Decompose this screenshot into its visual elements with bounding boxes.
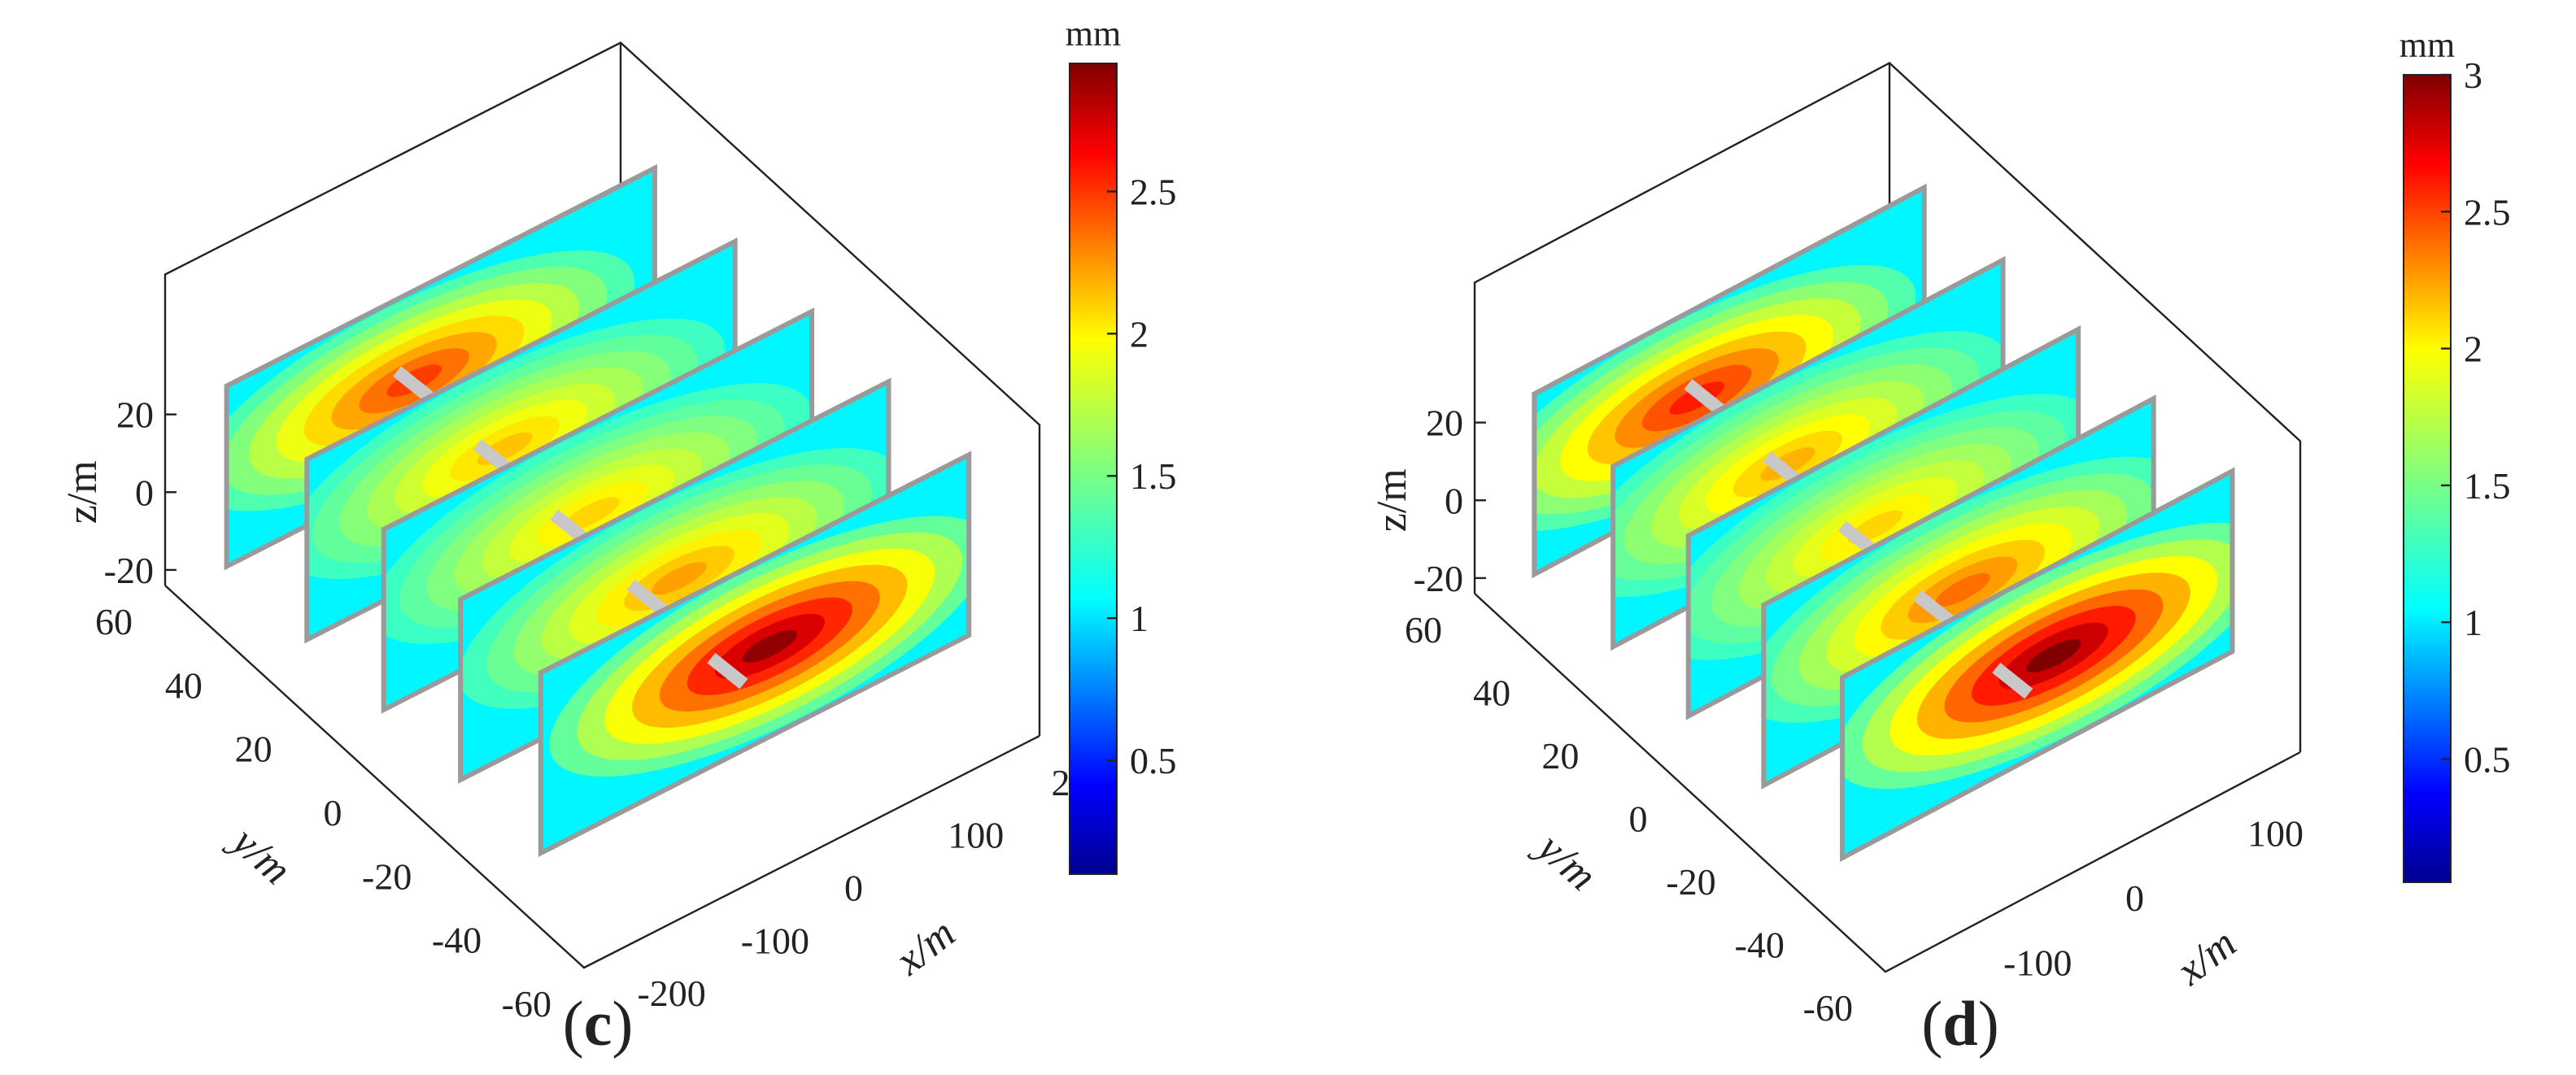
colorbar-tick-label: 2 <box>1130 313 1149 355</box>
z-tick-label: -20 <box>1414 558 1463 599</box>
panel-c: -20020z/m-60-40-200204060y/m-200-1000100… <box>59 14 1177 1059</box>
z-tick-label: 0 <box>1445 480 1463 521</box>
cable-marker <box>393 366 434 403</box>
z-tick-label: -20 <box>104 550 154 591</box>
colorbar-tick-label: 0.5 <box>2464 739 2511 781</box>
box-front-edges <box>164 585 1040 969</box>
colorbar-gradient <box>2403 74 2452 883</box>
panel-caption: (d) <box>1921 988 1998 1059</box>
colorbar-unit: mm <box>2399 25 2455 65</box>
x-axis-label: x/m <box>887 910 964 985</box>
slices <box>1532 183 2235 862</box>
slice-4 <box>538 450 972 857</box>
x-tick-label: 100 <box>2247 813 2304 855</box>
y-tick-label: -60 <box>1803 987 1853 1029</box>
x-tick-label: -100 <box>741 920 809 961</box>
y-tick-label: -40 <box>1735 925 1785 966</box>
z-axis: -20 0 20z/m <box>59 394 177 591</box>
colorbar-gradient <box>1069 63 1118 875</box>
y-axis-label: y/m <box>220 816 300 894</box>
y-tick-label: -20 <box>1666 861 1715 903</box>
y-tick-label: 60 <box>95 601 133 642</box>
slice-contours <box>1688 394 2079 660</box>
slice-edge <box>538 450 972 857</box>
contour-ring <box>2026 639 2081 672</box>
colorbar-tick-label: 2.5 <box>1130 171 1177 212</box>
slices <box>224 163 972 857</box>
y-tick-label: -60 <box>502 983 551 1025</box>
x-tick-label: 0 <box>2125 877 2144 919</box>
contour-ring <box>1760 447 1815 481</box>
y-tick-label: -40 <box>432 920 482 961</box>
colorbar-tick-label: 1 <box>1130 598 1149 639</box>
x-tick-label: -100 <box>2003 942 2072 983</box>
x-axis: -100 0 100 x/m <box>2003 813 2304 995</box>
colorbar-unit: mm <box>1066 14 1121 54</box>
panel-caption: (c) <box>563 988 634 1059</box>
x-tick-label: -200 <box>637 973 705 1014</box>
colorbar-tick-label: 0.5 <box>1130 740 1177 781</box>
colorbar-tick-label: 1 <box>2464 602 2482 643</box>
z-tick-label: 0 <box>135 472 154 513</box>
contour-ring <box>564 497 620 530</box>
z-axis-label: z/m <box>1369 468 1415 532</box>
y-tick-label: 60 <box>1405 609 1442 651</box>
y-tick-label: 20 <box>235 729 272 770</box>
box-front-edges <box>1474 593 2301 973</box>
contour-ring <box>742 629 798 663</box>
colorbar: 0.5 1 1.5 2 2.5 3mm <box>2399 25 2511 883</box>
slice-edge <box>1840 467 2235 862</box>
colorbar-tick-label: 2.5 <box>2464 191 2511 233</box>
y-tick-label: 40 <box>1473 672 1510 714</box>
y-tick-label: 0 <box>1629 799 1648 840</box>
slice-4 <box>1840 467 2235 862</box>
cable-marker <box>1992 662 2033 699</box>
y-tick-label: -20 <box>362 855 412 897</box>
slice-contours <box>460 447 889 709</box>
colorbar: 0.5 1 1.5 2 2.5 mm <box>1066 14 1177 875</box>
z-tick-label: 20 <box>116 394 154 436</box>
x-axis: -200-1000100200x/m <box>637 762 1107 1014</box>
slice-contours <box>1842 522 2233 790</box>
slice-contours <box>549 516 970 777</box>
slice-contours <box>1613 331 2003 598</box>
y-axis-label: y/m <box>1526 822 1606 900</box>
panel-d: -20 0 20 z/m -60 -40 -20 0 20 40 60 y/m -100 0 100 x/m 0… <box>1369 25 2511 1059</box>
x-tick-label: 100 <box>948 815 1004 856</box>
z-axis-label: z/m <box>59 460 106 524</box>
colorbar-tick-label: 1.5 <box>2464 465 2511 507</box>
y-tick-label: 20 <box>1541 735 1579 777</box>
z-axis: -20 0 20 z/m <box>1369 403 1486 599</box>
colorbar-tick-label: 2 <box>2464 329 2482 370</box>
cable-marker <box>1684 379 1725 416</box>
slice-2 <box>381 307 815 714</box>
z-tick-label: 20 <box>1426 403 1463 444</box>
colorbar-tick-label: 3 <box>2464 54 2482 96</box>
x-axis-label: x/m <box>2168 920 2245 994</box>
contour-ring <box>652 562 707 595</box>
contour-ring <box>1935 572 1990 607</box>
y-tick-label: 40 <box>165 664 203 706</box>
x-tick-label: 0 <box>844 868 863 909</box>
cable-marker <box>626 579 668 616</box>
y-tick-label: 0 <box>324 792 342 833</box>
cable-marker <box>1913 590 1955 627</box>
colorbar-tick-label: 1.5 <box>1130 455 1177 497</box>
cable-marker <box>707 652 748 690</box>
slice-contours <box>1763 456 2154 723</box>
slice-contours <box>383 383 813 644</box>
